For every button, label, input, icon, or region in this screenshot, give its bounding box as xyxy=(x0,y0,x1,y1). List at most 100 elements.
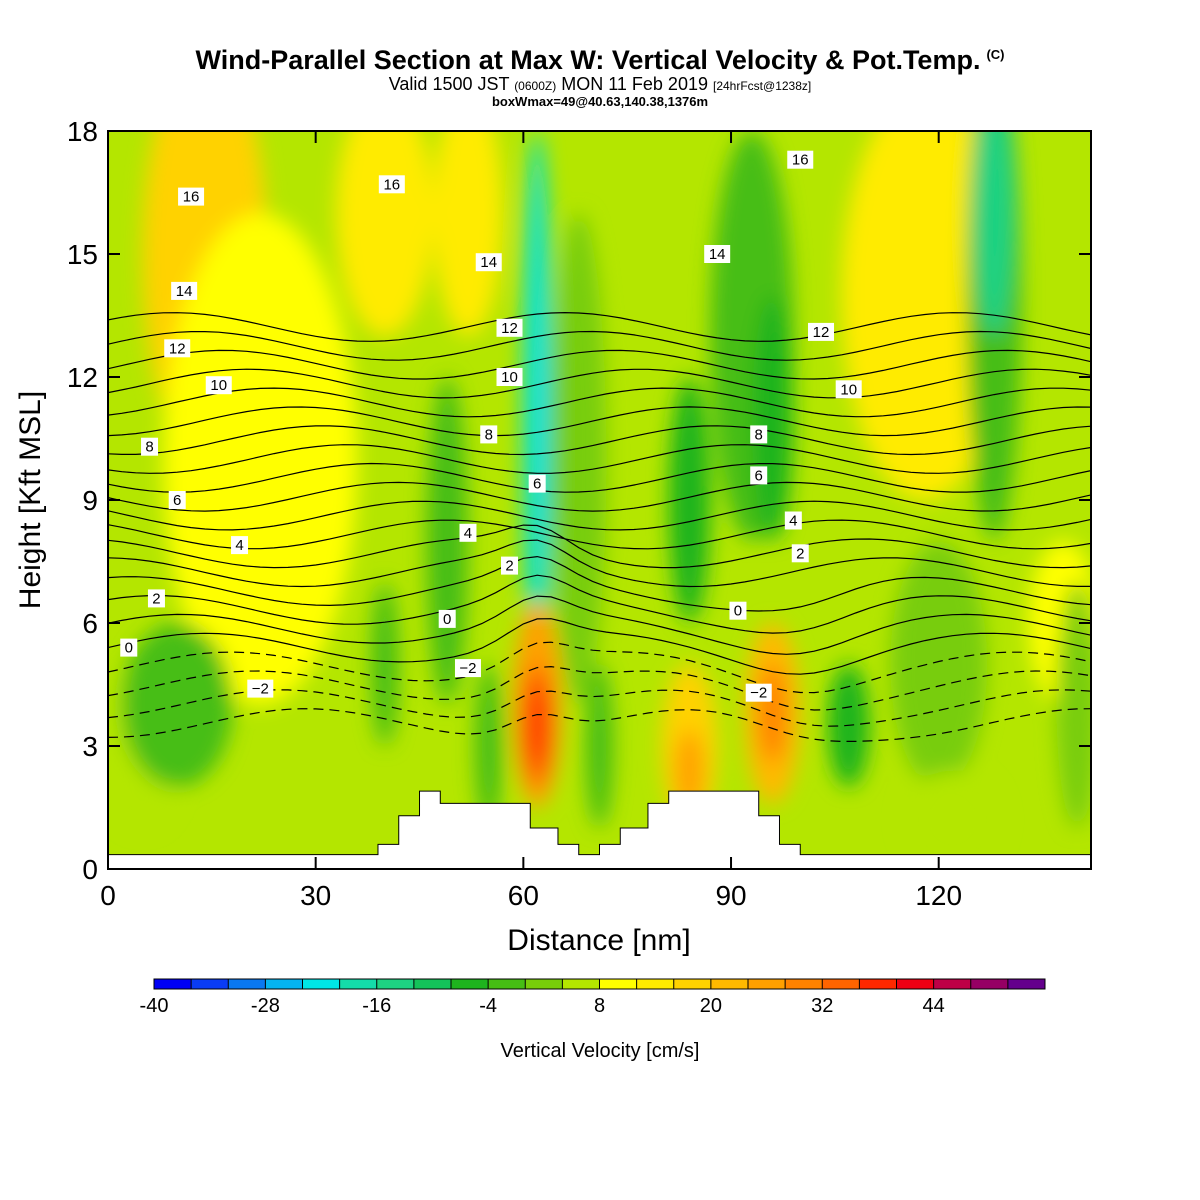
theta-contour-line xyxy=(108,524,1091,569)
colorbar-swatch xyxy=(265,979,303,989)
contour-label: 12 xyxy=(501,320,518,337)
contour-label: 8 xyxy=(755,426,763,443)
y-tick-label: 0 xyxy=(82,854,98,885)
contour-label-box xyxy=(808,322,835,341)
contour-label: 12 xyxy=(813,324,830,341)
copyright-mark: (C) xyxy=(986,47,1005,62)
theta-contour-line xyxy=(108,519,1091,550)
colorbar-tick-label: 8 xyxy=(594,995,605,1017)
contour-label: 0 xyxy=(125,640,133,657)
contour-label: 2 xyxy=(152,590,160,607)
contour-label-box xyxy=(247,679,274,698)
x-tick-label: 90 xyxy=(715,880,746,911)
contour-label: −2 xyxy=(252,681,269,698)
colorbar-swatch xyxy=(302,979,341,989)
velocity-field xyxy=(108,131,1091,869)
box-info: boxWmax=49@40.63,140.38,1376m xyxy=(491,94,709,109)
contour-label: 2 xyxy=(505,558,513,575)
theta-contour-line xyxy=(108,481,1091,512)
theta-contour-line xyxy=(108,500,1091,531)
contour-label: 4 xyxy=(789,513,797,530)
colorbar-swatch xyxy=(562,979,600,989)
contour-label-box xyxy=(784,511,802,530)
colorbar-tick-label: 44 xyxy=(923,995,945,1017)
contour-label: 10 xyxy=(840,381,857,398)
theta-contour-line xyxy=(108,387,1091,418)
contour-label: 8 xyxy=(485,426,493,443)
colorbar-tick-label: 20 xyxy=(700,995,722,1017)
theta-contour-line xyxy=(108,618,1091,675)
contour-label-box xyxy=(729,601,747,620)
contour-label-box xyxy=(231,536,249,555)
velocity-blob xyxy=(528,684,546,767)
contour-label-box xyxy=(178,187,205,206)
velocity-blob xyxy=(841,131,1008,500)
valid-prefix: Valid 1500 JST xyxy=(388,74,510,94)
contour-label-box xyxy=(496,318,523,337)
contour-label: −2 xyxy=(459,660,476,677)
colorbar-swatch xyxy=(488,979,526,989)
colorbar-swatch xyxy=(710,979,749,989)
title-block: Wind-Parallel Section at Max W: Vertical… xyxy=(0,40,1200,109)
colorbar-swatch xyxy=(1007,979,1046,989)
theta-contour-line xyxy=(108,368,1091,399)
theta-contours xyxy=(108,311,1091,743)
y-tick-label: 18 xyxy=(67,116,98,147)
contour-label-box xyxy=(459,523,477,542)
colorbar-swatch xyxy=(376,979,415,989)
x-axis-label: Distance [nm] xyxy=(507,924,690,957)
contour-label-box xyxy=(205,376,232,395)
contour-label: 2 xyxy=(796,545,804,562)
theta-contour-line xyxy=(108,641,1091,694)
velocity-blob xyxy=(585,664,614,828)
y-tick-label: 15 xyxy=(67,239,98,270)
contour-label-box xyxy=(147,589,165,608)
y-tick-label: 12 xyxy=(67,362,98,393)
colorbar-tick-label: 32 xyxy=(811,995,833,1017)
colorbar-swatch xyxy=(673,979,712,989)
contour-label: 12 xyxy=(169,340,186,357)
x-tick-label: 30 xyxy=(300,880,331,911)
theta-contour-line xyxy=(108,311,1091,342)
velocity-blob xyxy=(758,664,787,763)
theta-contour-line xyxy=(108,349,1091,380)
colorbar-swatch xyxy=(970,979,1009,989)
colorbar-swatch xyxy=(413,979,452,989)
contour-label-box xyxy=(120,638,138,657)
x-tick-label: 0 xyxy=(100,880,116,911)
contour-label-box xyxy=(528,474,546,493)
contour-label-box xyxy=(378,175,405,194)
terrain xyxy=(107,790,1092,870)
colorbar-swatch xyxy=(859,979,897,989)
valid-utc: (0600Z) xyxy=(514,79,557,93)
contour-label-box xyxy=(704,245,731,263)
colorbar-swatch xyxy=(599,979,638,989)
colorbar-frame xyxy=(153,978,1046,990)
colorbar-swatch xyxy=(154,979,192,989)
contour-label: 14 xyxy=(176,283,193,300)
y-tick-label: 3 xyxy=(82,731,98,762)
velocity-blob xyxy=(474,664,503,828)
colorbar-tick-label: -4 xyxy=(479,995,497,1017)
contour-label-box xyxy=(141,437,159,456)
contour-label: 6 xyxy=(755,467,763,484)
contour-label: 6 xyxy=(173,492,181,509)
colorbar-tick-label: -40 xyxy=(140,995,169,1017)
y-axis-label: Height [Kft MSL] xyxy=(14,391,47,609)
contour-label-box xyxy=(750,425,768,444)
contour-label: 0 xyxy=(443,611,451,628)
contour-label-box xyxy=(164,339,191,358)
y-tick-label: 6 xyxy=(82,608,98,639)
theta-contour-line xyxy=(108,665,1091,711)
x-tick-label: 120 xyxy=(915,880,962,911)
theta-contour-line xyxy=(108,330,1091,361)
velocity-blob xyxy=(890,541,988,787)
colorbar-swatch xyxy=(896,979,935,989)
contour-label-box xyxy=(745,683,772,702)
contour-label-box xyxy=(835,380,862,399)
chart-title-text: Wind-Parallel Section at Max W: Vertical… xyxy=(195,45,981,75)
contour-label: 16 xyxy=(383,176,400,193)
contour-label: 4 xyxy=(464,525,472,542)
velocity-blob xyxy=(530,131,545,623)
theta-contour-line xyxy=(108,462,1091,493)
